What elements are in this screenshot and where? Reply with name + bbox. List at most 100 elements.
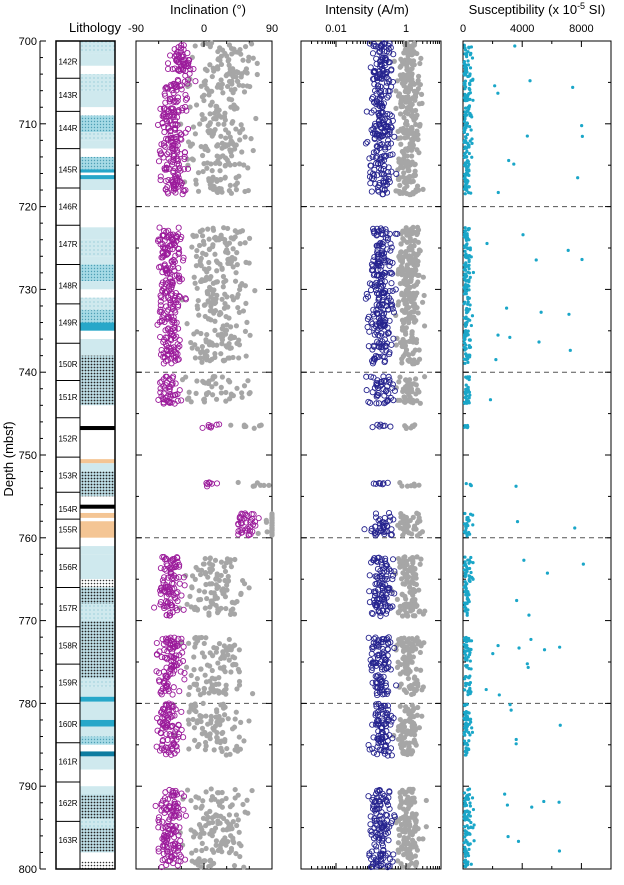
intensity-demag-point <box>379 645 386 652</box>
inclination-nrm-point <box>187 76 193 82</box>
intensity-nrm-point <box>395 271 401 277</box>
intensity-nrm-point <box>400 228 406 234</box>
core-label: 156R <box>58 563 77 572</box>
inclination-nrm-point <box>207 121 213 127</box>
intensity-nrm-point <box>401 114 407 121</box>
susceptibility-point <box>567 312 571 316</box>
inclination-nrm-point <box>195 170 202 176</box>
intensity-demag-point <box>369 860 377 867</box>
intensity-demag-point <box>386 376 393 383</box>
susceptibility-point <box>463 106 468 110</box>
inclination-demag-point <box>185 125 192 133</box>
intensity-nrm-point <box>412 588 418 595</box>
inclination-nrm-point <box>206 610 212 616</box>
inclination-demag-point <box>180 806 187 813</box>
inclination-nrm-point <box>220 153 226 159</box>
intensity-nrm-point <box>404 61 410 67</box>
susceptibility-point <box>467 92 471 96</box>
intensity-demag-point <box>381 422 388 429</box>
intensity-nrm-point <box>396 724 402 730</box>
susceptibility-point <box>463 172 467 177</box>
inclination-nrm-point <box>214 259 221 266</box>
inclination-demag-point <box>165 149 172 156</box>
intensity-nrm-point <box>414 261 420 267</box>
intensity-nrm-point <box>407 823 413 829</box>
inclination-nrm-point <box>201 396 208 402</box>
intensity-nrm-point <box>396 254 402 260</box>
inclination-demag-point <box>157 333 164 341</box>
intensity-nrm-point <box>423 824 429 830</box>
intensity-demag-point <box>382 657 389 664</box>
inclination-demag-point <box>213 421 220 428</box>
inclination-nrm-point <box>195 306 201 312</box>
lithology-unit <box>80 339 115 356</box>
intensity-nrm-point <box>396 299 402 305</box>
intensity-demag-point <box>391 812 398 819</box>
intensity-nrm-point <box>397 525 403 531</box>
intensity-nrm-point <box>393 105 399 112</box>
intensity-nrm-point <box>403 331 409 337</box>
susceptibility-point <box>542 648 547 652</box>
inclination-nrm-point <box>187 104 193 110</box>
inclination-demag-point <box>173 136 180 143</box>
inclination-nrm-point <box>246 585 252 591</box>
inclination-nrm-point <box>203 811 210 817</box>
susceptibility-point <box>545 571 550 575</box>
intensity-nrm-point <box>408 73 415 79</box>
lithology-unit <box>80 115 115 133</box>
intensity-demag-point <box>382 712 389 719</box>
intensity-demag-point <box>376 652 383 659</box>
intensity-demag-point <box>378 343 385 350</box>
susceptibility-point <box>464 395 468 399</box>
intensity-demag-point <box>385 329 392 336</box>
inclination-demag-point <box>167 265 174 272</box>
inclination-demag-point <box>159 119 166 126</box>
inclination-nrm-point <box>213 103 219 109</box>
intensity-nrm-point <box>405 839 411 846</box>
intensity-demag-point <box>382 56 389 63</box>
inclination-nrm-point <box>218 61 225 68</box>
inclination-nrm-point <box>213 582 219 588</box>
intensity-nrm-point <box>406 798 412 804</box>
intensity-nrm-point <box>405 806 411 812</box>
inclination-nrm-point <box>184 601 190 607</box>
inclination-nrm-point <box>202 143 209 149</box>
inclination-nrm-point <box>207 62 213 68</box>
inclination-nrm-point <box>250 147 256 154</box>
intensity-demag-point <box>368 667 375 674</box>
inclination-nrm-point <box>218 133 224 139</box>
inclination-demag-point <box>156 318 163 326</box>
inclination-nrm-point <box>224 745 230 752</box>
inclination-nrm-point <box>233 709 239 715</box>
inclination-demag-point <box>166 112 173 119</box>
susceptibility-point <box>462 155 467 159</box>
intensity-demag-point <box>389 259 396 266</box>
inclination-nrm-point <box>223 389 229 396</box>
inclination-nrm-point <box>215 48 221 55</box>
inclination-nrm-point <box>220 90 226 96</box>
intensity-nrm-point <box>408 386 415 392</box>
inclination-demag-point <box>199 424 206 431</box>
inclination-nrm-point <box>203 635 209 641</box>
intensity-nrm-point <box>399 317 406 323</box>
susceptibility-point <box>468 125 472 129</box>
intensity-demag-point <box>380 239 387 246</box>
inclination-nrm-point <box>196 242 203 249</box>
inclination-nrm-point <box>229 120 235 126</box>
inclination-nrm-point <box>246 54 252 60</box>
inclination-demag-point <box>176 561 183 568</box>
susceptibility-point <box>467 579 471 583</box>
inclination-nrm-point <box>217 665 223 671</box>
inclination-nrm-point <box>224 83 231 90</box>
intensity-demag-point <box>381 162 388 170</box>
depth-tick-label: 800 <box>19 864 37 876</box>
intensity-nrm-point <box>405 718 411 724</box>
inclination-demag-point <box>162 277 169 284</box>
intensity-demag-point <box>391 644 398 652</box>
inclination-demag-point <box>161 295 168 302</box>
intensity-nrm-point <box>409 147 415 153</box>
susceptibility-point <box>468 66 473 70</box>
inclination-nrm-point <box>242 43 249 50</box>
susceptibility-point <box>463 48 468 52</box>
susceptibility-point <box>462 605 467 609</box>
